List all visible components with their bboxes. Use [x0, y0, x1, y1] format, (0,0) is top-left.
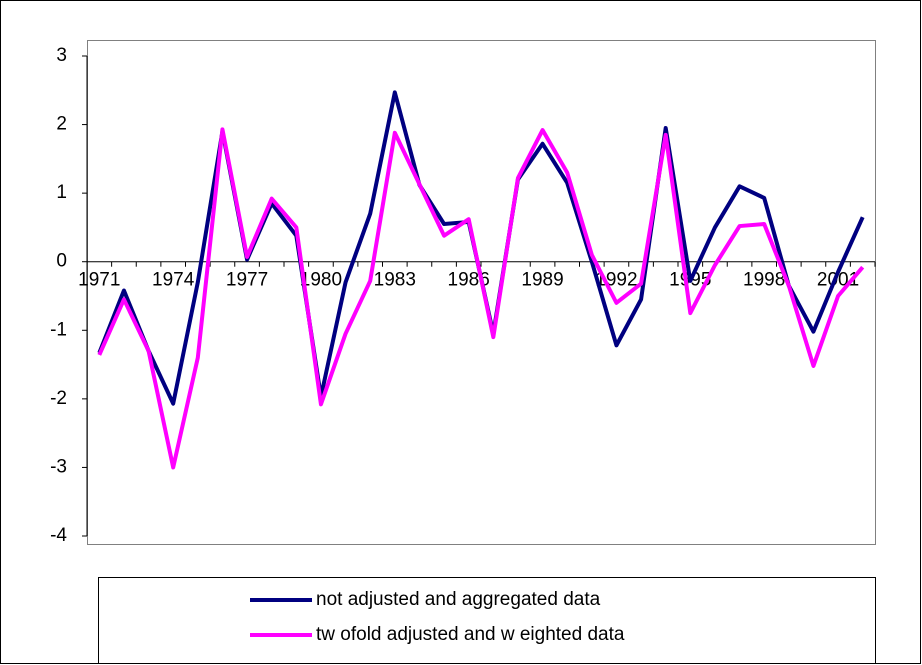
- y-tick-label: -3: [50, 456, 67, 477]
- y-tick-label: 0: [56, 251, 67, 272]
- series-line: [97, 127, 865, 470]
- x-tick-label: 1983: [374, 270, 416, 291]
- legend: [98, 577, 876, 664]
- x-tick-label: 1971: [78, 270, 120, 291]
- x-tick-label: 1980: [300, 270, 342, 291]
- legend-label: not adjusted and aggregated data: [316, 589, 601, 610]
- x-tick-label: 1989: [521, 270, 563, 291]
- plot-area: [87, 40, 876, 545]
- x-tick-label: 1974: [152, 270, 195, 291]
- x-tick-label: 1998: [743, 270, 785, 291]
- x-tick-label: 1977: [226, 270, 268, 291]
- y-tick-label: -2: [50, 388, 67, 409]
- y-tick-label: 2: [56, 114, 67, 135]
- y-tick-label: 1: [56, 182, 67, 203]
- y-tick-label: -1: [50, 319, 67, 340]
- legend-label: tw ofold adjusted and w eighted data: [316, 624, 625, 645]
- y-tick-label: 3: [56, 45, 67, 66]
- y-tick-label: -4: [50, 525, 67, 546]
